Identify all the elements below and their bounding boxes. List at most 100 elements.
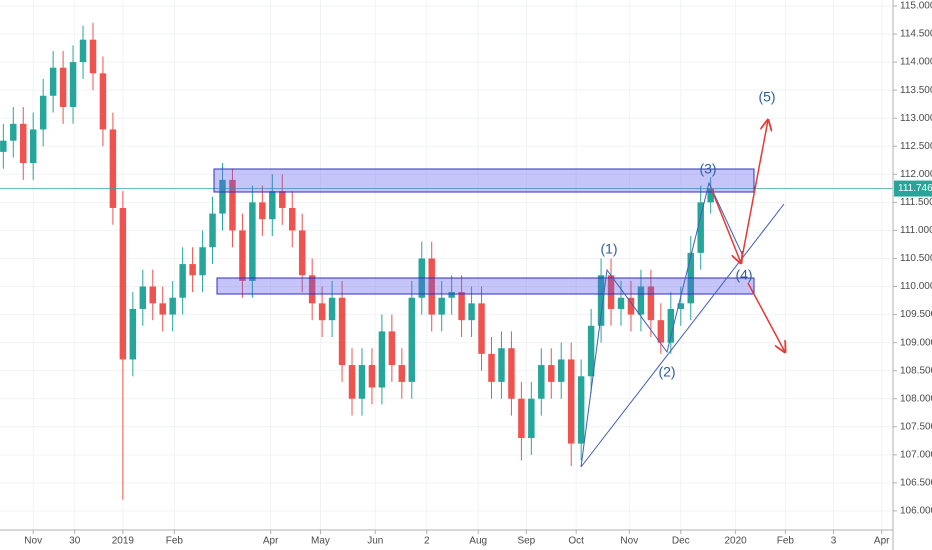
y-tick-label: 115.000 [900, 1, 932, 12]
candle-body [149, 286, 156, 304]
candle-body [189, 264, 196, 276]
candle-body [328, 297, 336, 321]
y-tick-label: 108.500 [900, 365, 932, 376]
y-tick-label: 108.000 [900, 393, 932, 404]
candle-body [59, 67, 67, 107]
x-tick-label: Feb [777, 536, 795, 547]
candle-body [209, 213, 216, 248]
drawings: (1) (2) (3) (4) (5) [213, 89, 785, 468]
candle-body [438, 297, 445, 315]
candle-body [478, 303, 485, 354]
candle-body [498, 348, 505, 382]
candle-body [667, 308, 675, 343]
candle-body [637, 286, 645, 315]
candle-body [538, 365, 545, 399]
y-tick-label: 111.000 [900, 225, 932, 236]
x-tick-label: 2 [424, 536, 430, 547]
candle-body [10, 123, 17, 141]
y-tick-label: 113.500 [900, 85, 932, 96]
y-tick-label: 112.000 [900, 169, 932, 180]
candle-body [239, 230, 246, 281]
candle-body [169, 297, 176, 315]
candle-body [129, 308, 137, 360]
candle-body [259, 202, 266, 220]
candle-body [199, 247, 206, 276]
candle-body [20, 123, 27, 164]
last-price-box [894, 180, 932, 197]
candle-body [597, 275, 605, 326]
candle-body [29, 129, 37, 164]
candle-body [577, 376, 585, 444]
candle-body [99, 73, 107, 130]
candle-body [428, 258, 435, 315]
candle-body [408, 297, 416, 382]
y-tick-label: 110.500 [900, 253, 932, 264]
candle-body [557, 359, 565, 382]
arrow [740, 120, 768, 264]
x-tick-label: Dec [672, 536, 690, 547]
x-tick-label: Oct [568, 536, 584, 547]
candle-body [289, 207, 296, 231]
y-tick-label: 109.500 [900, 309, 932, 320]
candle-body [358, 365, 366, 399]
candle-body [179, 264, 186, 298]
candle-body [528, 398, 535, 438]
candle-body [219, 179, 226, 214]
x-tick-label: 3 [831, 536, 837, 547]
candle-body [627, 297, 635, 315]
x-tick-label: Feb [166, 536, 184, 547]
candle-body [159, 303, 166, 315]
candle-body [308, 275, 316, 304]
candle-body [79, 39, 87, 63]
wave-label: (5) [758, 89, 775, 105]
candle-body [697, 202, 704, 253]
wave-label: (3) [699, 161, 716, 177]
arrow [710, 187, 741, 263]
candle-body [488, 353, 495, 382]
wave-path [580, 181, 743, 468]
x-tick-label: Aug [469, 536, 487, 547]
candle-body [398, 365, 406, 382]
candle-body [378, 331, 386, 388]
candle-body [229, 179, 236, 231]
candle-body [548, 365, 555, 382]
candle-body [707, 188, 714, 203]
candle-body [567, 359, 575, 444]
x-tick-label: 2020 [724, 536, 747, 547]
candle-body [249, 202, 256, 281]
candle-body [468, 303, 475, 321]
candle-body [587, 325, 595, 377]
x-tick-label: Nov [24, 536, 42, 547]
candle-body [318, 303, 326, 321]
candle-body [508, 348, 515, 399]
y-tick-label: 114.500 [900, 29, 932, 40]
candle-body [89, 39, 97, 74]
arrow [747, 282, 785, 352]
resistance-zone [213, 168, 755, 193]
support-zone [216, 277, 755, 295]
y-tick-label: 109.000 [900, 337, 932, 348]
candle-body [269, 191, 276, 220]
candle-body [49, 67, 57, 96]
candle-body [0, 140, 7, 152]
y-tick-label: 110.000 [900, 281, 932, 292]
candle-body [298, 230, 306, 276]
y-tick-label: 107.000 [900, 449, 932, 460]
wave-label: (4) [735, 267, 752, 283]
y-tick-label: 106.000 [900, 506, 932, 517]
x-tick-label: 2019 [112, 536, 135, 547]
x-tick-label: May [311, 536, 330, 547]
candle-body [279, 191, 286, 208]
last-price-label: 111.746 [898, 183, 932, 194]
y-tick-label: 113.000 [900, 113, 932, 124]
wave-label: (1) [600, 241, 617, 257]
candle-body [348, 365, 356, 399]
y-tick-label: 114.000 [900, 57, 932, 68]
trend-line [580, 203, 785, 468]
candle-body [109, 129, 117, 208]
x-tick-label: Apr [263, 536, 279, 547]
candle-body [677, 303, 685, 309]
x-tick-label: Sep [517, 536, 535, 547]
candle-body [657, 320, 665, 343]
